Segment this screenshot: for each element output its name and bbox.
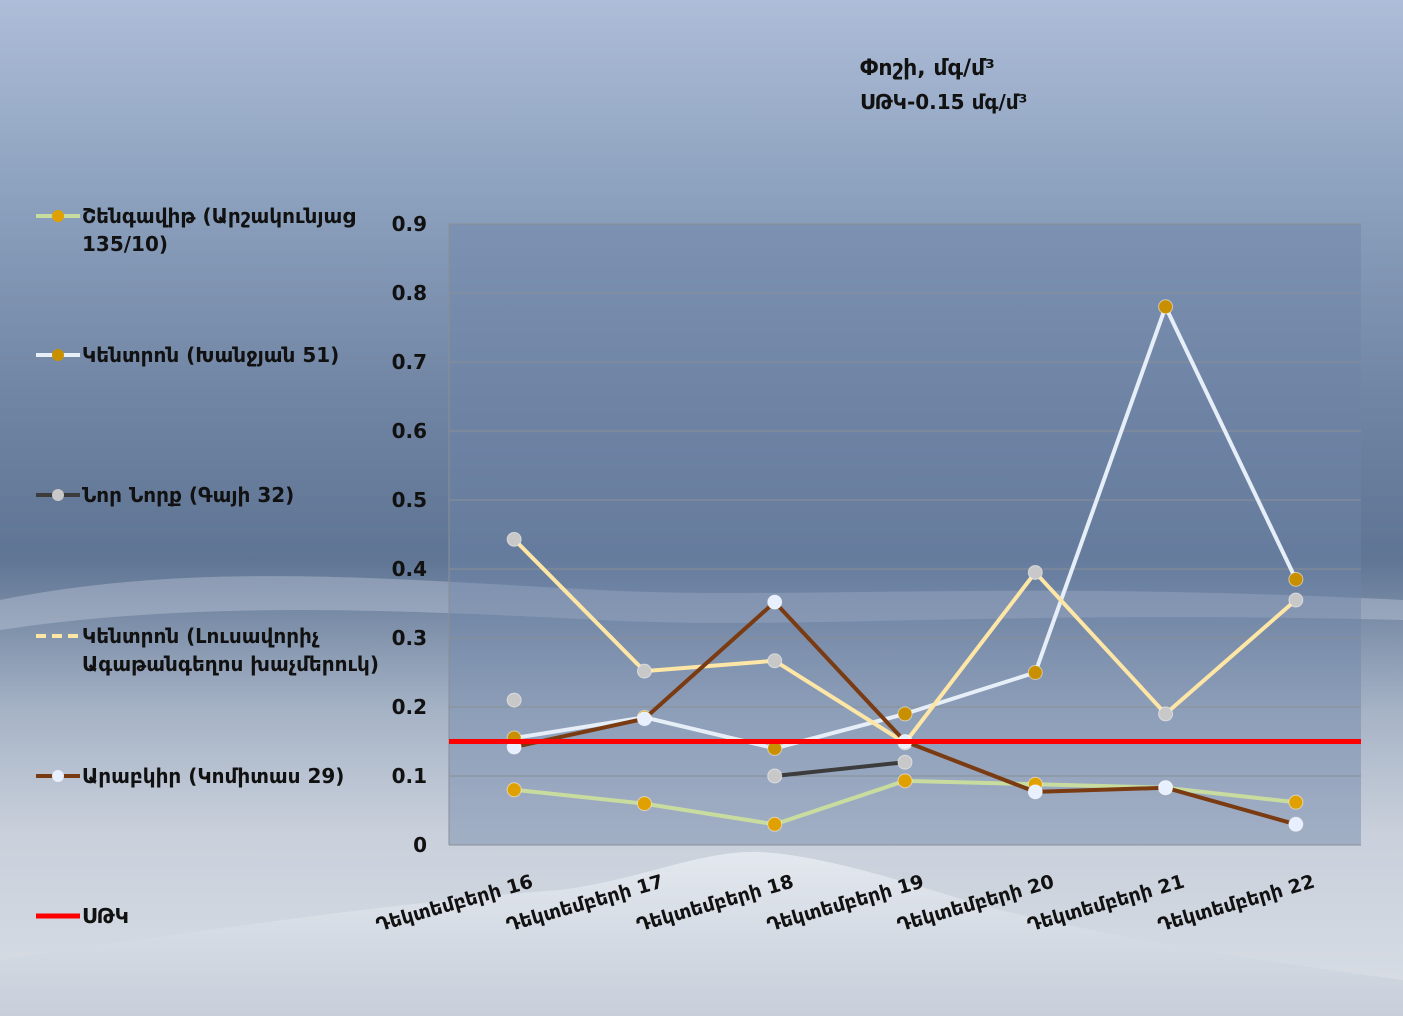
legend-label-shengavit: Շենգավիթ (Արշակունյաց	[82, 204, 356, 228]
data-point-arabkir	[1027, 784, 1043, 800]
y-tick-label: 0.6	[392, 419, 427, 443]
legend-symbol-shengavit	[36, 210, 80, 222]
chart-title: Փոշի, մգ/մ³	[860, 56, 995, 81]
data-point-kentron_khanjyan	[1027, 665, 1043, 680]
data-point-nor_nork	[767, 768, 783, 784]
plot-background	[449, 224, 1361, 845]
data-point-kentron_lusavorich	[1158, 706, 1174, 722]
legend-symbol-nor-nork	[36, 489, 80, 501]
y-tick-label: 0.9	[392, 212, 427, 236]
y-tick-label: 0.7	[392, 350, 427, 374]
legend-label-arabkir: Արաբկիր (Կոմիտաս 29)	[82, 764, 345, 788]
data-point-shengavit	[1288, 794, 1304, 810]
legend-symbol-kentron-khanjyan	[36, 349, 80, 361]
y-tick-label: 0.1	[392, 764, 427, 788]
legend-label-kentron-khanjyan: Կենտրոն (Խանջյան 51)	[82, 343, 340, 367]
y-tick-label: 0.8	[392, 281, 427, 305]
legend-label-nor-nork: Նոր Նորք (Գայի 32)	[82, 483, 295, 507]
series-group	[449, 299, 1361, 832]
data-point-kentron_lusavorich	[767, 653, 783, 669]
data-point-shengavit	[767, 816, 783, 832]
data-point-kentron_lusavorich	[506, 531, 522, 547]
data-point-arabkir	[1288, 816, 1304, 832]
data-point-kentron_lusavorich	[636, 663, 652, 679]
y-tick-label: 0.4	[392, 557, 427, 581]
y-axis-ticks: 0 0.1 0.2 0.3 0.4 0.5 0.6 0.7 0.8 0.9	[392, 212, 427, 857]
series-nor_nork	[506, 692, 913, 784]
data-point-kentron_khanjyan	[897, 706, 913, 722]
y-tick-label: 0.2	[392, 695, 427, 719]
data-point-arabkir	[767, 594, 783, 610]
data-point-kentron_khanjyan	[1288, 571, 1304, 587]
chart-subtitle: ՍԹԿ-0.15 մգ/մ³	[860, 90, 1028, 114]
y-tick-label: 0.5	[392, 488, 427, 512]
data-point-shengavit	[636, 796, 652, 812]
series-line-nor_nork	[774, 760, 906, 778]
legend-symbol-kentron-lusavorich	[36, 634, 80, 638]
plot-area	[449, 224, 1361, 845]
legend-symbol-stk	[36, 913, 80, 919]
data-point-shengavit	[506, 782, 522, 798]
data-point-shengavit	[897, 773, 913, 789]
data-point-kentron_lusavorich	[1027, 564, 1043, 580]
data-point-nor_nork	[897, 754, 913, 770]
legend-label-kentron-lusavorich-2: Ագաթանգեղոս խաչմերուկ)	[82, 652, 380, 676]
legend-symbol-arabkir	[36, 770, 80, 782]
legend-label-stk: ՍԹԿ	[82, 904, 129, 928]
y-tick-label: 0.3	[392, 626, 427, 650]
legend-label-shengavit-2: 135/10)	[82, 232, 169, 256]
data-point-kentron_lusavorich	[1288, 592, 1304, 608]
data-point-arabkir	[636, 711, 652, 727]
legend-label-kentron-lusavorich: Կենտրոն (Լուսավորիչ	[82, 624, 320, 648]
y-tick-label: 0	[413, 833, 427, 857]
data-point-arabkir	[1158, 780, 1174, 796]
data-point-nor_nork	[506, 692, 522, 708]
data-point-kentron_khanjyan	[1158, 299, 1174, 315]
